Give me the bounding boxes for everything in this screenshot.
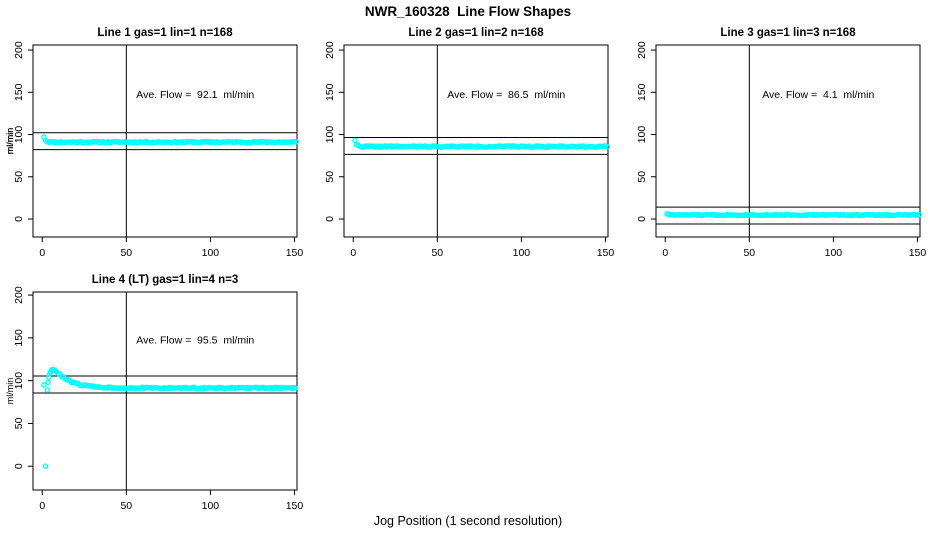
- y-tick-label: 150: [13, 83, 25, 101]
- y-tick-label: 200: [13, 286, 25, 304]
- x-tick-label: 50: [120, 247, 132, 259]
- data-series: [41, 366, 299, 469]
- data-series: [41, 134, 299, 146]
- y-tick-label: 100: [13, 372, 25, 390]
- x-tick-label: 100: [513, 247, 531, 259]
- data-point: [45, 379, 51, 386]
- y-tick-label: 50: [324, 171, 336, 183]
- y-tick-label: 50: [13, 417, 25, 429]
- x-tick-label: 0: [350, 247, 356, 259]
- x-tick-label: 50: [431, 247, 443, 259]
- y-axis-title: ml/min: [5, 128, 15, 155]
- x-tick-label: 100: [202, 500, 220, 512]
- ave-flow-annotation: Ave. Flow = 4.1 ml/min: [762, 89, 874, 101]
- plot-box: [655, 44, 921, 238]
- line-1-panel: Line 1 gas=1 lin=1 n=168 ml/min 0 50 100 150 0…: [5, 27, 304, 259]
- y-tick-label: 100: [324, 126, 336, 144]
- y-tick-label: 200: [13, 41, 25, 59]
- x-tick-label: 100: [825, 247, 843, 259]
- data-point: [292, 385, 299, 391]
- y-axis-title: ml/min: [5, 378, 15, 405]
- x-tick-label: 50: [743, 247, 755, 259]
- y-axis-title: ml/min: [5, 128, 15, 155]
- line-4-panel: Line 4 (LT) gas=1 lin=4 n=3 ml/min 0 50 100 1…: [5, 274, 304, 512]
- x-tick-label: 0: [662, 247, 668, 259]
- y-tick-label: 150: [636, 83, 648, 101]
- plot-box: [343, 44, 609, 238]
- x-tick-label: 150: [286, 247, 304, 259]
- data-point: [604, 144, 610, 150]
- y-tick-label: 0: [324, 216, 336, 222]
- y-tick-label: 0: [636, 216, 648, 222]
- data-point: [352, 137, 358, 144]
- panel-title: Line 3 gas=1 lin=3 n=168: [720, 27, 856, 39]
- ave-flow-annotation: Ave. Flow = 92.1 ml/min: [136, 89, 254, 101]
- line-3-panel: Line 3 gas=1 lin=3 n=168 ml/min 0 50 100 150 0…: [5, 27, 927, 259]
- y-tick-label: 50: [13, 171, 25, 183]
- data-point: [44, 387, 51, 393]
- y-axis-title: ml/min: [5, 128, 15, 155]
- panel-title: Line 2 gas=1 lin=2 n=168: [408, 27, 544, 39]
- x-tick-label: 150: [597, 247, 615, 259]
- data-point: [42, 463, 49, 469]
- x-tick-label: 0: [39, 247, 45, 259]
- y-tick-label: 50: [636, 171, 648, 183]
- x-tick-label: 100: [202, 247, 220, 259]
- y-tick-label: 100: [636, 126, 648, 144]
- data-series: [352, 137, 610, 150]
- data-point: [293, 139, 299, 145]
- x-tick-label: 150: [286, 500, 304, 512]
- y-tick-label: 150: [13, 329, 25, 347]
- x-tick-label: 150: [909, 247, 927, 259]
- y-tick-label: 150: [324, 83, 336, 101]
- ave-flow-annotation: Ave. Flow = 86.5 ml/min: [447, 89, 565, 101]
- x-axis-label: Jog Position (1 second resolution): [373, 514, 563, 528]
- y-tick-label: 200: [324, 41, 336, 59]
- data-series: [664, 211, 922, 219]
- data-point: [41, 382, 47, 388]
- panel-title: Line 4 (LT) gas=1 lin=4 n=3: [92, 274, 238, 286]
- y-tick-label: 100: [13, 126, 25, 144]
- ave-flow-annotation: Ave. Flow = 95.5 ml/min: [136, 335, 254, 347]
- plot-box: [32, 291, 298, 491]
- main-title: NWR_160328 Line Flow Shapes: [364, 4, 572, 19]
- y-tick-label: 0: [13, 463, 25, 469]
- x-tick-label: 50: [120, 500, 132, 512]
- y-tick-label: 0: [13, 216, 25, 222]
- panel-title: Line 1 gas=1 lin=1 n=168: [97, 27, 233, 39]
- data-point: [916, 211, 922, 218]
- line-2-panel: Line 2 gas=1 lin=2 n=168 ml/min 0 50 100 150 0…: [5, 27, 615, 259]
- y-tick-label: 200: [636, 41, 648, 59]
- x-tick-label: 0: [39, 500, 45, 512]
